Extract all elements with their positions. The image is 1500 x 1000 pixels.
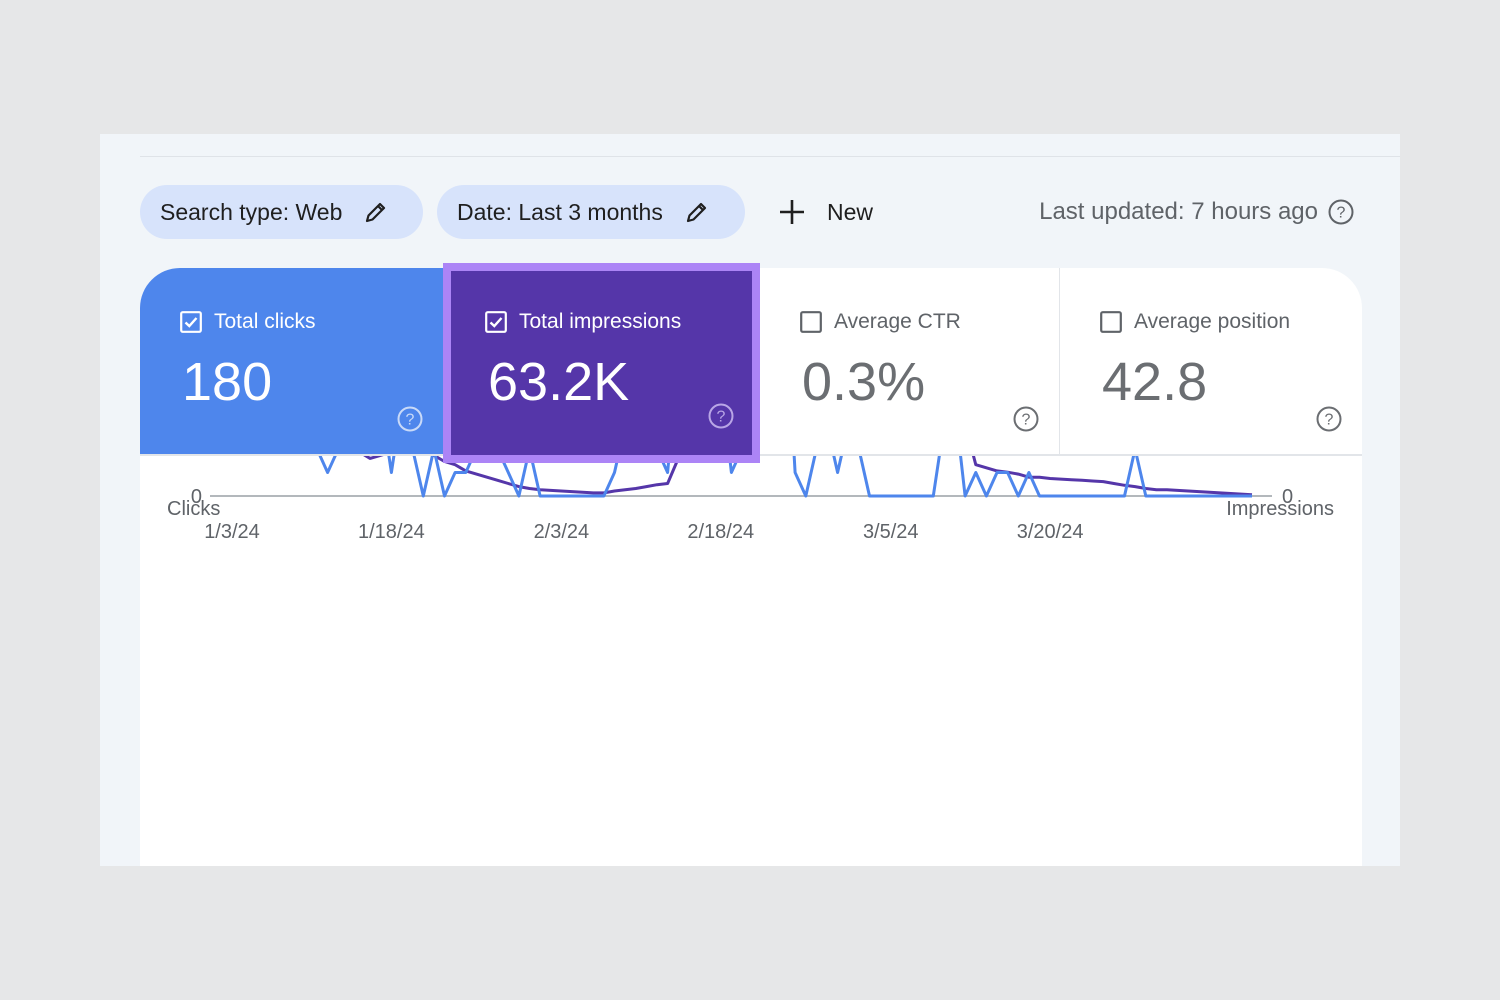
- x-tick-label: 3/5/24: [863, 521, 919, 543]
- x-tick-label: 1/18/24: [358, 521, 425, 543]
- last-updated-text: Last updated: 7 hours ago: [1039, 198, 1318, 225]
- right-axis-title: Impressions: [1226, 498, 1334, 520]
- top-divider: [140, 156, 1400, 157]
- total-clicks-card[interactable]: Total clicks 180 ?: [140, 268, 443, 454]
- metric-label: Total clicks: [214, 310, 316, 333]
- last-updated-info: Last updated: 7 hours ago ?: [1039, 192, 1354, 232]
- performance-panel: Search type: Web Date: Last 3 months New…: [100, 134, 1400, 866]
- metric-value: 180: [182, 352, 273, 412]
- checkbox-checked-icon[interactable]: [180, 311, 202, 333]
- performance-chart[interactable]: Clicks Impressions 0481201.5K3K4.5K1/3/2…: [140, 204, 1362, 866]
- checkbox-unchecked-icon[interactable]: [800, 311, 822, 333]
- right-tick-label: 0: [1282, 486, 1293, 508]
- checkbox-unchecked-icon[interactable]: [1100, 311, 1122, 333]
- svg-text:?: ?: [1337, 205, 1346, 222]
- total-impressions-card[interactable]: Total impressions 63.2K ?: [443, 263, 760, 463]
- left-tick-label: 0: [191, 486, 202, 508]
- x-tick-label: 2/18/24: [687, 521, 754, 543]
- metric-value: 63.2K: [488, 352, 630, 412]
- x-tick-label: 1/3/24: [204, 521, 260, 543]
- metric-value: 42.8: [1102, 352, 1208, 412]
- svg-text:?: ?: [1022, 412, 1031, 429]
- x-tick-label: 3/20/24: [1017, 521, 1084, 543]
- metric-label: Average CTR: [834, 310, 961, 333]
- metric-cards: Total clicks 180 ? Total impressions 63.…: [140, 263, 1362, 463]
- average-position-card[interactable]: Average position 42.8 ?: [1059, 268, 1362, 454]
- help-icon[interactable]: ?: [1316, 406, 1342, 432]
- performance-chart-area: Clicks Impressions 0481201.5K3K4.5K1/3/2…: [140, 204, 1362, 866]
- left-axis-title: Clicks: [167, 498, 220, 520]
- new-filter-label: New: [827, 198, 874, 225]
- help-icon[interactable]: ?: [1328, 199, 1354, 225]
- metric-label: Total impressions: [519, 310, 682, 333]
- help-icon[interactable]: ?: [1013, 406, 1039, 432]
- edit-pencil-icon: [366, 202, 386, 223]
- checkbox-checked-icon[interactable]: [485, 311, 507, 333]
- search-type-label: Search type: Web: [160, 198, 343, 225]
- plus-icon: [780, 200, 804, 224]
- new-filter-button[interactable]: New: [778, 192, 873, 232]
- help-icon[interactable]: ?: [397, 406, 423, 432]
- x-tick-label: 2/3/24: [534, 521, 590, 543]
- edit-pencil-icon: [686, 202, 706, 223]
- help-icon[interactable]: ?: [708, 403, 734, 429]
- metric-label: Average position: [1134, 310, 1291, 333]
- date-filter-chip[interactable]: Date: Last 3 months: [437, 185, 745, 239]
- svg-text:?: ?: [406, 412, 415, 429]
- metric-value: 0.3%: [802, 352, 926, 412]
- average-ctr-card[interactable]: Average CTR 0.3% ?: [760, 268, 1059, 454]
- date-filter-label: Date: Last 3 months: [457, 198, 663, 225]
- svg-text:?: ?: [1325, 412, 1334, 429]
- svg-text:?: ?: [717, 409, 726, 426]
- search-type-filter-chip[interactable]: Search type: Web: [140, 185, 423, 239]
